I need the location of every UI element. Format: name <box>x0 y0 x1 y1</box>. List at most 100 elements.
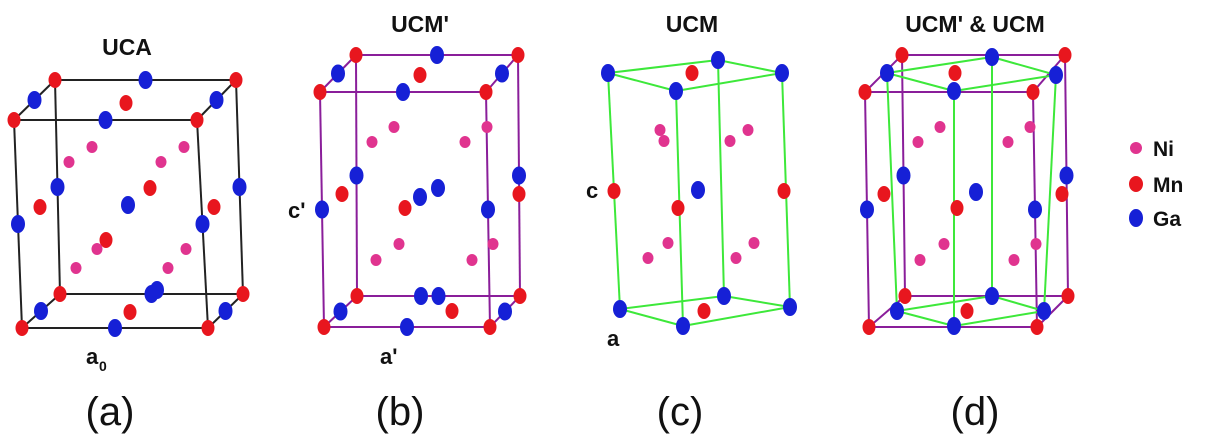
mn-atom <box>350 288 364 304</box>
ni-atom <box>662 237 674 249</box>
ga-atom <box>1037 302 1051 320</box>
ni-atom <box>742 124 754 136</box>
ni-atom <box>1002 136 1014 148</box>
ni-atom <box>155 156 167 168</box>
mn-atom <box>15 320 29 336</box>
mn-atom <box>950 200 964 216</box>
mn-atom <box>877 186 891 202</box>
ga-atom <box>775 64 789 82</box>
mn-atom <box>1030 319 1044 335</box>
mn-atom <box>512 186 526 202</box>
mn-atom <box>862 319 876 335</box>
ga-atom <box>414 287 428 305</box>
ga-atom <box>413 188 427 206</box>
ga-atom <box>1059 166 1074 185</box>
ga-atom <box>108 319 122 337</box>
mn-atom <box>7 112 21 128</box>
mn-atom <box>398 200 412 216</box>
mn-atom <box>898 288 912 304</box>
ni-atom <box>459 136 471 148</box>
ni-atom <box>730 252 742 264</box>
mn-atom <box>511 47 525 63</box>
ucm-edge <box>886 72 898 312</box>
ga-atom <box>333 302 348 321</box>
ga-atom <box>669 82 683 100</box>
ni-atom <box>466 254 478 266</box>
mn-atom <box>349 47 363 63</box>
ga-atom <box>890 302 904 320</box>
ga-atom <box>947 82 961 100</box>
panel-a-title: UCA <box>102 34 152 60</box>
mn-atom <box>671 200 685 216</box>
ucm-edge <box>991 56 1057 76</box>
ni-atom <box>912 136 924 148</box>
ga-atom <box>431 179 445 197</box>
ga-atom <box>498 302 512 321</box>
legend-label-ga: Ga <box>1153 208 1181 231</box>
mn-atom <box>1058 47 1072 63</box>
legend-item-ga: Ga <box>1129 208 1181 231</box>
ni-atom <box>481 121 493 133</box>
ga-atom <box>138 71 153 89</box>
ucm-edge <box>1043 74 1057 312</box>
mn-atom <box>948 65 962 81</box>
ucm-edge <box>953 310 1045 327</box>
axis-label-a0: a <box>86 344 99 369</box>
legend-label-mn: Mn <box>1153 174 1183 197</box>
ni-atom <box>487 238 499 250</box>
ucm-edge <box>675 72 783 92</box>
ga-atom <box>218 302 233 320</box>
ga-atom <box>601 64 615 82</box>
ga-atom <box>783 298 797 316</box>
ni-atom <box>70 262 82 274</box>
ga-atom-icon <box>1129 209 1143 227</box>
ni-atom <box>162 262 174 274</box>
mn-atom <box>513 288 527 304</box>
mn-atom <box>335 186 349 202</box>
uca-cell <box>7 71 250 337</box>
mn-atom <box>895 47 909 63</box>
ni-atom <box>658 135 670 147</box>
legend: Ni Mn Ga <box>1129 138 1183 231</box>
ucm-edge <box>896 295 993 312</box>
mn-atom <box>1055 186 1069 202</box>
panel-d-title: UCM' & UCM <box>905 11 1045 37</box>
ga-atom <box>985 287 999 305</box>
mn-atom <box>697 303 711 319</box>
ni-atom <box>91 243 103 255</box>
ni-atom <box>914 254 926 266</box>
mn-atom <box>236 286 250 302</box>
ucm-edge <box>607 59 719 74</box>
ga-atom <box>430 46 444 64</box>
ucm-prime-and-ucm-cell <box>858 47 1075 335</box>
mn-atom <box>479 84 493 100</box>
ni-atom <box>938 238 950 250</box>
ga-atom <box>1028 200 1042 219</box>
mn-atom <box>229 72 243 88</box>
mn-atom <box>190 112 204 128</box>
ga-atom <box>481 200 495 219</box>
panel-c-label: (c) <box>657 390 704 434</box>
mn-atom <box>317 319 331 335</box>
mn-atom <box>48 72 62 88</box>
mn-atom <box>1061 288 1075 304</box>
ni-atom <box>1008 254 1020 266</box>
mn-atom <box>685 65 699 81</box>
ni-atom <box>654 124 666 136</box>
ga-atom <box>232 178 247 196</box>
ucm-edge <box>896 310 955 327</box>
mn-atom <box>607 183 621 199</box>
ni-atom <box>1030 238 1042 250</box>
mn-atom <box>445 303 459 319</box>
ga-atom <box>50 178 65 196</box>
ni-atom <box>724 135 736 147</box>
axis-label-a: a <box>607 326 620 351</box>
panel-b-title: UCM' <box>391 11 449 37</box>
ni-atom <box>393 238 405 250</box>
ni-atom <box>748 237 760 249</box>
panel-a-label: (a) <box>86 390 135 434</box>
ni-atom <box>1024 121 1036 133</box>
ni-atom <box>642 252 654 264</box>
ga-atom <box>969 183 983 201</box>
